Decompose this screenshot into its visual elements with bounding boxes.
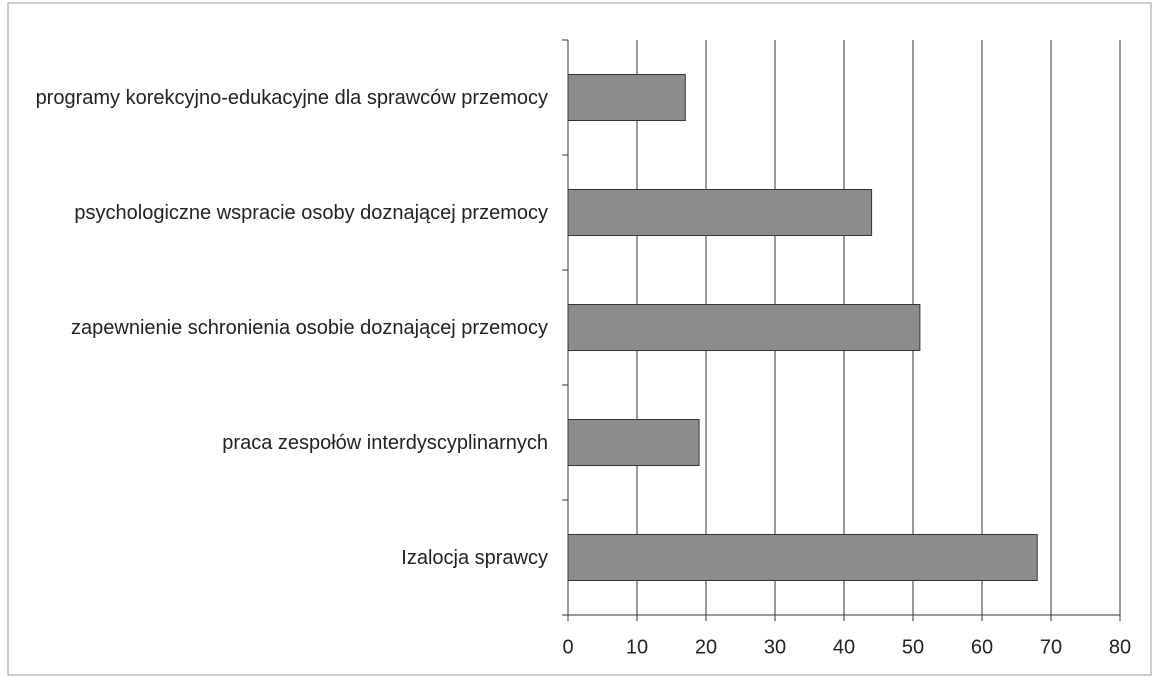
x-tick-label: 20 <box>695 636 717 658</box>
y-tick-label-box: zapewnienie schronienia osobie doznające… <box>0 288 548 368</box>
y-tick-label: zapewnienie schronienia osobie doznające… <box>71 316 548 339</box>
x-tick-label: 70 <box>1040 636 1062 658</box>
y-tick-label-box: Izalocja sprawcy <box>0 518 548 598</box>
y-tick-label: praca zespołów interdyscyplinarnych <box>222 431 548 454</box>
bar <box>567 534 1038 581</box>
y-tick-label-box: praca zespołów interdyscyplinarnych <box>0 403 548 483</box>
bar <box>567 74 686 121</box>
y-tick-label-box: psychologiczne wspracie osoby doznającej… <box>0 173 548 253</box>
y-tick-label: programy korekcyjno-edukacyjne dla spraw… <box>35 86 548 109</box>
bar <box>567 189 873 236</box>
x-tick-label: 40 <box>833 636 855 658</box>
x-tick-label: 80 <box>1109 636 1131 658</box>
y-tick-label-box: programy korekcyjno-edukacyjne dla spraw… <box>0 58 548 138</box>
x-tick-label: 60 <box>971 636 993 658</box>
x-tick-label: 30 <box>764 636 786 658</box>
y-tick-label: psychologiczne wspracie osoby doznającej… <box>74 201 548 224</box>
bar <box>567 304 921 351</box>
bar <box>567 419 700 466</box>
x-tick-label: 50 <box>902 636 924 658</box>
x-tick-label: 0 <box>562 636 573 658</box>
frame <box>7 2 1152 676</box>
y-tick-label: Izalocja sprawcy <box>401 546 548 569</box>
x-tick-label: 10 <box>626 636 648 658</box>
